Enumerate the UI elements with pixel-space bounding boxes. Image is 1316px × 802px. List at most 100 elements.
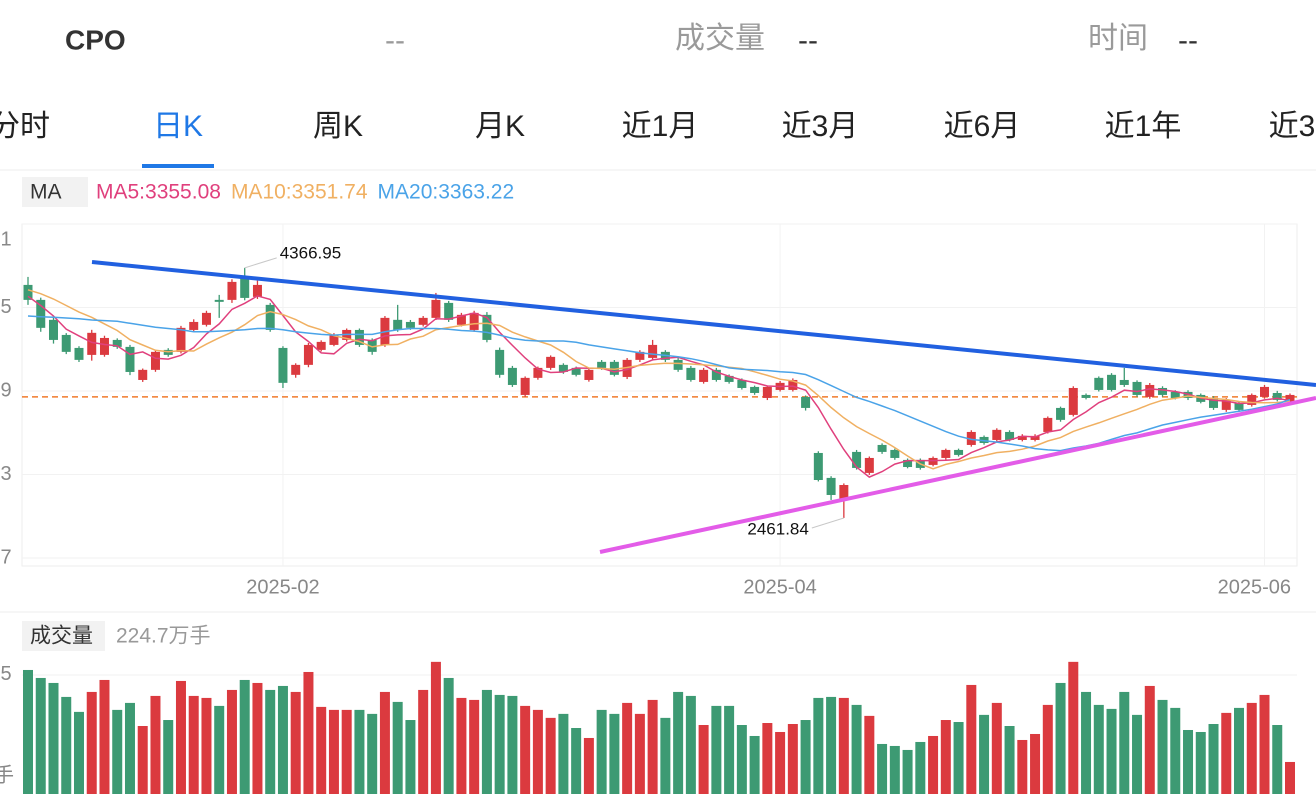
volume-bar: [940, 720, 951, 794]
y-tick-label: 7: [0, 546, 11, 568]
volume-bar: [239, 679, 250, 794]
volume-bar: [1017, 739, 1028, 794]
tab[interactable]: 近1月: [622, 110, 699, 143]
volume-bar: [1106, 708, 1117, 794]
candle-body: [431, 299, 441, 318]
candle-body: [227, 281, 237, 300]
ma-legend: MA5:3355.08 MA10:3351.74 MA20:3363.22: [96, 181, 514, 204]
candle-body: [788, 379, 798, 390]
candle-body: [1119, 379, 1129, 385]
volume-bar: [1042, 704, 1053, 794]
volume-bar: [660, 717, 671, 794]
candle-body: [1107, 374, 1117, 390]
tab[interactable]: 分时: [0, 110, 50, 143]
tab[interactable]: 近3: [1269, 110, 1316, 143]
volume-bar: [698, 725, 709, 794]
volume-bar: [647, 699, 658, 794]
volume-bar: [532, 709, 543, 794]
candle-body: [87, 332, 97, 355]
candle-body: [456, 314, 466, 325]
volume-bar: [405, 720, 416, 794]
time-label: 时间: [1088, 22, 1148, 55]
candle-body: [571, 367, 581, 375]
volume-bar: [877, 743, 888, 794]
candle-body: [928, 457, 938, 465]
candle-body: [1030, 435, 1040, 440]
candle-body: [941, 449, 951, 458]
volume-bar: [443, 677, 454, 794]
volume-bar: [150, 695, 161, 794]
ma-line: [27, 289, 1291, 470]
candle-body: [61, 334, 71, 352]
indicator-button[interactable]: MA: [30, 181, 62, 204]
indicator-button-bg[interactable]: [22, 177, 88, 207]
low-leader: [811, 517, 844, 529]
symbol: CPO: [65, 24, 126, 55]
tab[interactable]: 近6月: [944, 110, 1021, 143]
candle-body: [801, 396, 811, 408]
candle-body: [1209, 397, 1219, 408]
volume-bar: [1081, 691, 1092, 794]
candle-body: [74, 347, 84, 360]
candle-body: [1005, 431, 1015, 440]
volume-bar: [864, 715, 875, 794]
volume-bar: [1221, 712, 1232, 794]
candle-body: [176, 327, 186, 352]
volume-bar: [1030, 733, 1041, 794]
candle-body: [23, 284, 33, 300]
candle-body: [673, 359, 683, 370]
high-label: 4366.95: [280, 243, 341, 262]
volume-bar: [736, 725, 747, 794]
volume-bar: [1208, 724, 1219, 794]
volume-bar: [1157, 699, 1168, 794]
volume-bar: [1259, 694, 1270, 794]
volume-bar: [1234, 707, 1245, 794]
tab[interactable]: 周K: [313, 110, 363, 143]
volume-bar: [456, 697, 467, 794]
low-label: 2461.84: [747, 519, 808, 538]
volume-bar: [826, 696, 837, 794]
candle-body: [189, 321, 199, 330]
volume-bar: [303, 671, 314, 794]
volume-bar: [316, 706, 327, 794]
volume-chart: 5手: [0, 661, 1297, 794]
candle-body: [966, 431, 976, 445]
volume-bar: [1272, 725, 1283, 794]
candle-body: [252, 284, 262, 297]
volume-bar: [137, 726, 148, 794]
candle-body: [546, 356, 556, 368]
candle-body: [954, 449, 964, 455]
tab[interactable]: 日K: [153, 110, 203, 143]
trend-lines: [91, 260, 1316, 554]
volume-bar: [277, 685, 288, 794]
tab[interactable]: 近3月: [782, 110, 859, 143]
volume-bar: [201, 697, 212, 794]
y-tick-label: 5: [0, 663, 11, 685]
volume-bar: [175, 680, 186, 794]
volume-bar: [1144, 685, 1155, 794]
volume-bar: [124, 702, 135, 794]
volume-bar: [112, 709, 123, 794]
volume-bar: [724, 705, 735, 794]
y-tick-label: 1: [0, 228, 11, 250]
candle-body: [520, 377, 530, 395]
candle-body: [367, 339, 377, 352]
candle-body: [1132, 381, 1142, 395]
tab[interactable]: 近1年: [1105, 110, 1182, 143]
x-tick-label: 2025-06: [1218, 576, 1291, 598]
candle-body: [622, 359, 632, 377]
candle-body: [1221, 399, 1231, 410]
candle-body: [418, 317, 428, 325]
volume-bar: [1093, 704, 1104, 794]
candle-body: [979, 436, 989, 443]
candle-body: [482, 314, 492, 340]
volume-value: --: [798, 24, 818, 57]
volume-subtitle: 224.7万手: [116, 625, 211, 648]
candle-body: [36, 299, 46, 328]
volume-bar: [1004, 726, 1015, 794]
candle-body: [1183, 391, 1193, 398]
tab[interactable]: 月K: [475, 110, 525, 143]
candle-body: [750, 386, 760, 393]
candle-body: [1247, 394, 1257, 405]
candle-body: [711, 369, 721, 380]
